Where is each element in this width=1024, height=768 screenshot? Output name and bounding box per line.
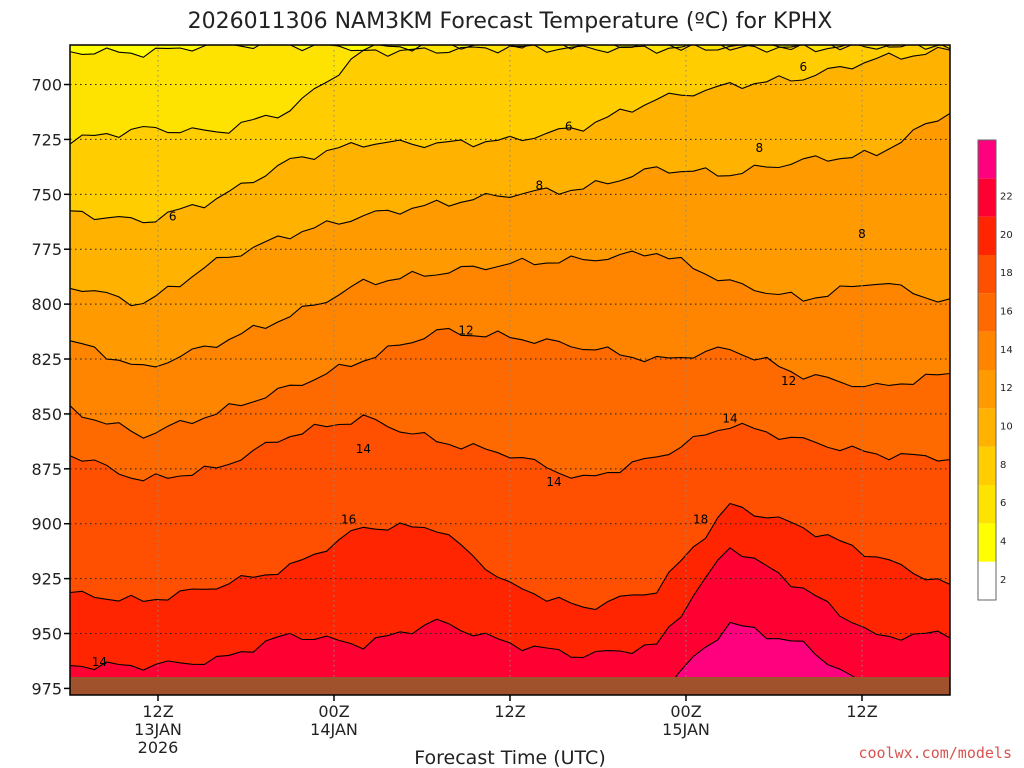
chart-title: 2026011306 NAM3KM Forecast Temperature (… <box>188 9 833 34</box>
y-tick-label-975: 975 <box>31 679 62 698</box>
y-tick-label-800: 800 <box>31 295 62 314</box>
contour-line-12 <box>70 327 950 439</box>
colorbar-swatch-3 <box>978 446 996 485</box>
contour-labels: 6 6 6 8 8 8 12 12 14 14 14 16 18 14 <box>92 60 866 669</box>
x-axis-label: Forecast Time (UTC) <box>414 747 605 768</box>
x-tick-label-0-2: 2026 <box>138 738 179 757</box>
terrain-ground <box>70 677 950 695</box>
x-tick-label-3-0: 00Z <box>670 702 701 721</box>
colorbar-swatch-11 <box>978 140 996 179</box>
contour-label-9: 14 <box>546 475 561 489</box>
colorbar-swatch-5 <box>978 370 996 409</box>
colorbar-label-12: 12 <box>1000 383 1013 394</box>
colorbar-label-2: 2 <box>1000 575 1006 586</box>
colorbar-frame <box>977 139 997 601</box>
contour-line-16 <box>70 502 950 611</box>
colorbar-swatch-8 <box>978 255 996 294</box>
colorbar-label-14: 14 <box>1000 345 1013 356</box>
colorbar-swatch-7 <box>978 293 996 332</box>
colorbar-label-4: 4 <box>1000 536 1006 547</box>
colorbar-swatch-10 <box>978 178 996 217</box>
colorbar: 2 4 6 8 10 12 14 16 18 20 22 <box>977 139 1013 601</box>
plot-area: 6 6 6 8 8 8 12 12 14 14 14 16 18 14 <box>70 45 950 695</box>
colorbar-label-18: 18 <box>1000 268 1013 279</box>
contour-line-18 <box>70 547 950 671</box>
colorbar-label-16: 16 <box>1000 306 1013 317</box>
x-tick-label-0-0: 12Z <box>142 702 173 721</box>
contour-label-0: 6 <box>169 209 177 223</box>
colorbar-label-10: 10 <box>1000 421 1013 432</box>
colorbar-label-20: 20 <box>1000 230 1013 241</box>
y-tick-label-900: 900 <box>31 515 62 534</box>
contour-label-8: 14 <box>356 442 371 456</box>
colorbar-swatch-6 <box>978 331 996 370</box>
x-tick-label-2-0: 12Z <box>494 702 525 721</box>
colorbar-swatch-4 <box>978 408 996 447</box>
y-tick-label-925: 925 <box>31 570 62 589</box>
contour-label-2: 6 <box>800 60 808 74</box>
contour-line-8 <box>70 112 950 307</box>
contour-line-14 <box>70 414 950 482</box>
time-gridlines <box>157 45 863 695</box>
y-tick-label-725: 725 <box>31 130 62 149</box>
y-tick-label-875: 875 <box>31 460 62 479</box>
colorbar-label-8: 8 <box>1000 460 1006 471</box>
colorbar-label-22: 22 <box>1000 191 1013 202</box>
contour-label-6: 12 <box>458 323 473 337</box>
contour-label-13: 14 <box>92 655 107 669</box>
contour-label-5: 8 <box>858 227 866 241</box>
contour-label-7: 12 <box>781 374 796 388</box>
x-tick-label-1-1: 14JAN <box>310 720 358 739</box>
contour-label-3: 8 <box>536 179 544 193</box>
colorbar-swatch-9 <box>978 216 996 255</box>
contour-label-10: 14 <box>722 411 737 425</box>
x-tick-label-0-1: 13JAN <box>134 720 182 739</box>
y-tick-label-775: 775 <box>31 240 62 259</box>
credit-link[interactable]: coolwx.com/models <box>858 744 1012 762</box>
y-tick-label-750: 750 <box>31 185 62 204</box>
colorbar-swatch-0 <box>978 561 996 600</box>
colorbar-swatch-2 <box>978 485 996 524</box>
x-tick-label-3-1: 15JAN <box>662 720 710 739</box>
y-tick-label-950: 950 <box>31 625 62 644</box>
y-tick-label-700: 700 <box>31 76 62 95</box>
colorbar-swatch-1 <box>978 523 996 562</box>
y-tick-label-850: 850 <box>31 405 62 424</box>
contour-label-4: 8 <box>756 141 764 155</box>
temperature-band-20-22 <box>70 622 950 695</box>
contour-label-1: 6 <box>565 119 573 133</box>
x-tick-label-1-0: 00Z <box>318 702 349 721</box>
x-tick-label-4-0: 12Z <box>846 702 877 721</box>
contour-line-10 <box>70 250 950 368</box>
colorbar-label-6: 6 <box>1000 498 1006 509</box>
y-tick-label-825: 825 <box>31 350 62 369</box>
contour-label-12: 18 <box>693 512 708 526</box>
temperature-bands <box>70 45 950 695</box>
contour-label-11: 16 <box>341 512 356 526</box>
pressure-axis: 700 725 750 775 800 825 850 875 900 925 950 975 <box>31 76 70 698</box>
